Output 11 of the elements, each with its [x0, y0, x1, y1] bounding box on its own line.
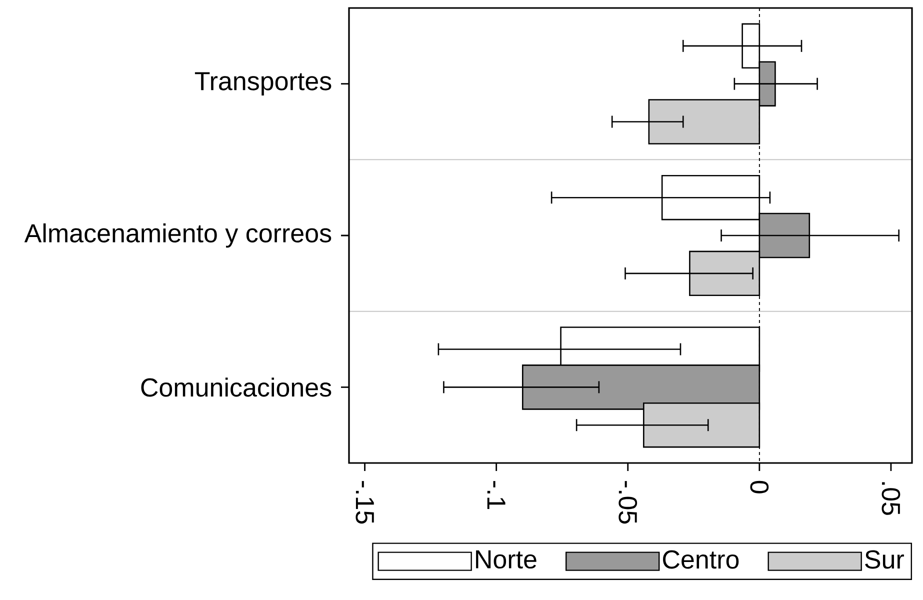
- x-tick-label: -.15: [356, 481, 374, 524]
- legend-label: Norte: [476, 550, 536, 569]
- legend-label: Centro: [663, 550, 739, 569]
- x-tick-label: -.1: [487, 481, 506, 509]
- x-tick-label: 0: [750, 480, 769, 494]
- x-tick-label: .05: [882, 482, 900, 515]
- y-tick-label: Comunicaciones: [141, 378, 332, 397]
- y-tick-label: Transportes: [194, 72, 332, 96]
- x-tick-label: -.05: [618, 481, 638, 524]
- legend-label: Sur: [865, 550, 904, 569]
- y-tick-label: Almacenamiento y correos: [24, 223, 332, 248]
